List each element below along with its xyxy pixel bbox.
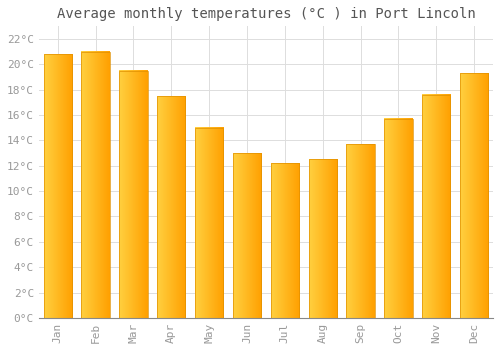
- Bar: [82, 52, 110, 318]
- Bar: [233, 153, 261, 318]
- Bar: [422, 95, 450, 318]
- Bar: [119, 71, 148, 318]
- Bar: [460, 73, 488, 318]
- Bar: [195, 128, 224, 318]
- Bar: [157, 96, 186, 318]
- Bar: [346, 144, 375, 318]
- Bar: [270, 163, 299, 318]
- Bar: [308, 160, 337, 318]
- Title: Average monthly temperatures (°C ) in Port Lincoln: Average monthly temperatures (°C ) in Po…: [56, 7, 476, 21]
- Bar: [384, 119, 412, 318]
- Bar: [44, 54, 72, 318]
